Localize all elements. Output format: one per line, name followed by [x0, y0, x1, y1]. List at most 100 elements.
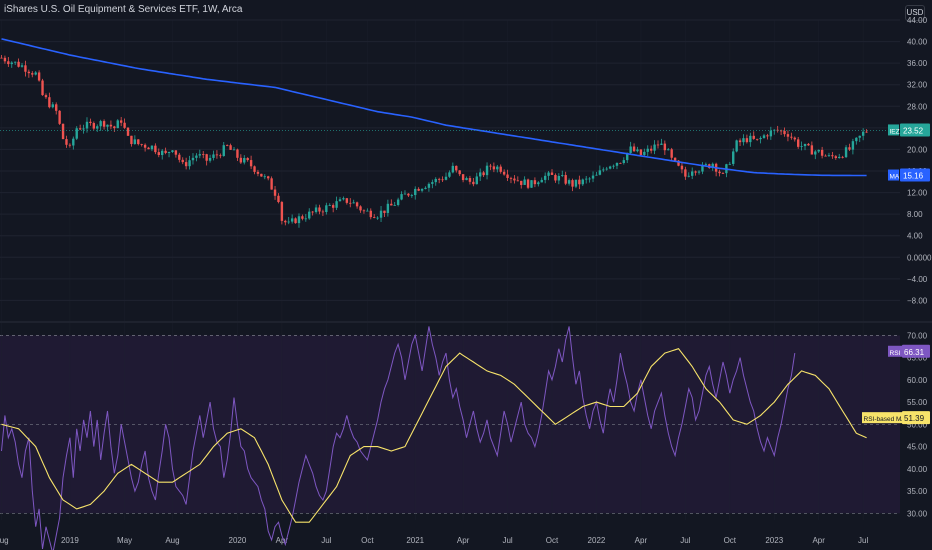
candle-body — [803, 143, 807, 147]
candle-body — [831, 155, 834, 157]
price-y-tick: 40.00 — [907, 38, 928, 47]
ticker-price-label-symbol: IEZ — [890, 128, 900, 135]
candle-body — [17, 61, 20, 67]
candle-body — [119, 120, 123, 123]
candle-body — [482, 172, 485, 176]
price-y-tick: 36.00 — [907, 59, 928, 68]
price-y-tick: 28.00 — [907, 102, 928, 111]
candle-body — [578, 179, 581, 185]
candle-body — [537, 182, 540, 185]
candle-body — [208, 157, 212, 161]
candle-body — [61, 123, 65, 140]
candle-body — [27, 71, 31, 74]
candle-body — [89, 121, 92, 124]
candle-body — [260, 173, 263, 177]
candle-body — [667, 149, 670, 151]
candle-body — [386, 203, 390, 213]
candle-body — [229, 145, 232, 150]
price-y-tick: −4.00 — [907, 275, 928, 284]
rsi-y-tick: 30.00 — [907, 509, 928, 518]
candle-body — [745, 138, 749, 143]
candle-body — [202, 154, 205, 155]
candle-body — [424, 187, 427, 189]
candle-body — [273, 189, 277, 196]
candle-body — [564, 175, 567, 184]
candle-body — [834, 156, 838, 159]
candle-body — [96, 126, 99, 129]
candle-body — [352, 202, 355, 204]
candle-body — [783, 130, 786, 135]
candle-body — [68, 144, 72, 146]
candle-body — [807, 143, 810, 146]
candle-body — [393, 204, 396, 206]
price-y-tick: 0.0000 — [907, 253, 932, 262]
candle-body — [649, 148, 653, 151]
candle-body — [639, 149, 643, 155]
candle-body — [721, 173, 725, 174]
candle-body — [335, 201, 338, 208]
candle-body — [502, 171, 506, 175]
x-axis-label: Jul — [858, 536, 868, 545]
x-axis-label: Jul — [502, 536, 512, 545]
ma-value-label-value: 15.16 — [903, 172, 924, 181]
candle-body — [838, 156, 841, 159]
candle-body — [526, 179, 530, 188]
candle-body — [225, 145, 229, 146]
currency-button[interactable]: USD — [905, 5, 925, 21]
price-y-tick: 32.00 — [907, 81, 928, 90]
candle-body — [496, 166, 499, 170]
candle-body — [759, 137, 762, 140]
candle-body — [626, 152, 629, 161]
candle-body — [342, 198, 345, 200]
candle-body — [499, 166, 502, 172]
ma-line — [1, 38, 867, 177]
candle-body — [458, 170, 461, 175]
candle-body — [646, 148, 649, 152]
candle-body — [345, 198, 349, 203]
rsi-ma-line — [1, 348, 867, 523]
candle-body — [311, 211, 314, 213]
candle-body — [752, 135, 755, 139]
candle-body — [581, 179, 584, 185]
candle-body — [407, 193, 410, 196]
candle-body — [51, 104, 54, 108]
candle-body — [349, 202, 352, 204]
candle-body — [246, 158, 249, 161]
candle-body — [680, 165, 684, 170]
candle-body — [670, 149, 673, 158]
candle-body — [355, 202, 359, 207]
candle-body — [660, 143, 663, 145]
candle-body — [605, 168, 608, 170]
candle-body — [65, 139, 68, 145]
x-axis-label: 2021 — [406, 536, 424, 545]
candle-body — [3, 57, 7, 62]
candle-body — [687, 175, 690, 177]
candle-body — [321, 211, 325, 213]
x-axis-label: Jul — [321, 536, 331, 545]
candle-body — [567, 180, 571, 184]
candle-body — [465, 178, 468, 181]
candle-body — [694, 171, 697, 173]
candle-body — [167, 151, 171, 153]
candle-body — [492, 166, 496, 170]
candle-body — [178, 154, 181, 160]
candle-body — [824, 155, 827, 157]
candle-body — [376, 217, 379, 219]
candle-body — [164, 150, 167, 153]
candle-body — [431, 182, 434, 184]
candle-body — [506, 174, 509, 178]
candle-body — [742, 138, 745, 143]
x-axis-label: Apr — [276, 536, 289, 545]
x-axis-label: Oct — [361, 536, 374, 545]
candle-body — [732, 151, 735, 164]
candle-body — [684, 169, 687, 177]
candle-body — [290, 218, 294, 222]
candle-body — [608, 166, 612, 169]
candle-body — [55, 104, 58, 111]
candle-body — [154, 145, 157, 153]
candle-body — [738, 140, 742, 143]
candle-body — [37, 72, 41, 81]
candle-body — [174, 150, 178, 155]
candle-body — [766, 135, 769, 137]
